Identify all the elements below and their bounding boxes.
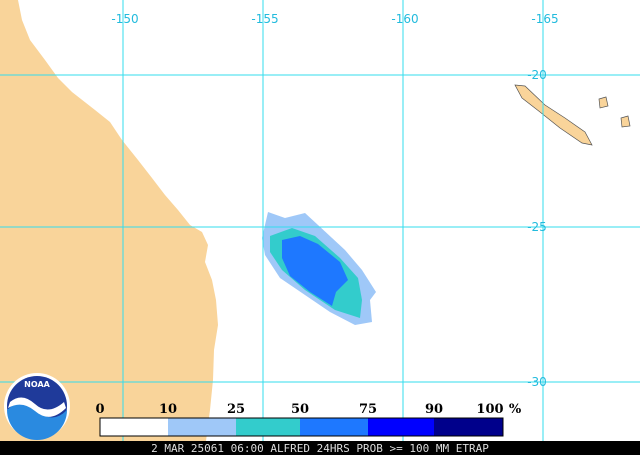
land-islet	[598, 96, 609, 109]
legend-label: 100	[476, 402, 503, 417]
legend-label: 90	[425, 402, 443, 417]
legend-unit: %	[509, 402, 522, 417]
legend-swatch	[168, 418, 236, 436]
footer-bar	[0, 441, 640, 455]
graticule	[0, 0, 640, 441]
latitude-label: -30	[527, 375, 547, 389]
longitude-label: -150	[111, 12, 138, 26]
legend-swatch	[236, 418, 300, 436]
legend-swatch	[300, 418, 368, 436]
land-australia	[0, 0, 218, 441]
latitude-label: -20	[527, 68, 547, 82]
logo-text: NOAA	[24, 380, 50, 389]
longitude-label: -160	[391, 12, 418, 26]
legend-swatch	[368, 418, 434, 436]
legend-swatch	[100, 418, 168, 436]
legend-label: 10	[159, 402, 177, 417]
latitude-label: -25	[527, 220, 547, 234]
legend-frame	[99, 417, 504, 437]
longitude-label: -165	[531, 12, 558, 26]
legend-label: 50	[291, 402, 309, 417]
logo-wave	[7, 402, 67, 440]
legend-label: 0	[95, 402, 104, 417]
land-new-caledonia	[514, 84, 593, 146]
logo-gull	[8, 397, 66, 417]
legend-swatch	[434, 418, 503, 436]
prob-50	[282, 236, 348, 306]
legend-label: 75	[359, 402, 377, 417]
land-islet	[620, 115, 631, 128]
footer-text: 2 MAR 25061 06:00 ALFRED 24HRS PROB >= 1…	[151, 442, 489, 455]
noaa-logo: NOAA	[4, 373, 70, 440]
legend-label: 25	[227, 402, 245, 417]
longitude-label: -155	[251, 12, 278, 26]
